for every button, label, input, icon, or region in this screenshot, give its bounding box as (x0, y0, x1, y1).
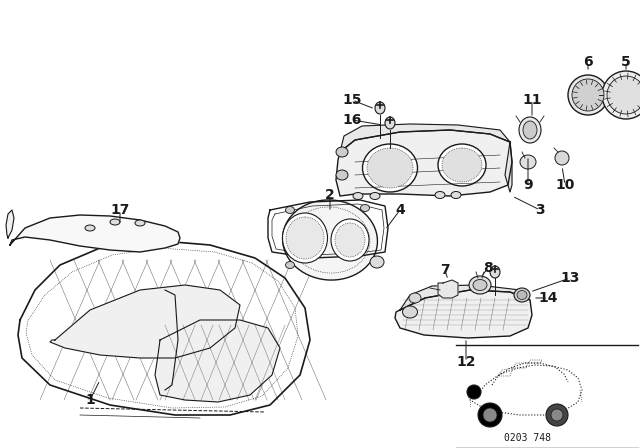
Ellipse shape (514, 288, 530, 302)
Ellipse shape (135, 220, 145, 226)
Polygon shape (18, 240, 310, 415)
Ellipse shape (483, 408, 497, 422)
Ellipse shape (546, 404, 568, 426)
Ellipse shape (335, 223, 365, 257)
Polygon shape (438, 280, 458, 298)
Ellipse shape (435, 191, 445, 198)
Text: 17: 17 (110, 203, 130, 217)
Ellipse shape (451, 191, 461, 198)
Text: 9: 9 (523, 178, 533, 192)
Ellipse shape (523, 121, 537, 139)
Text: 10: 10 (556, 178, 575, 192)
Ellipse shape (285, 207, 294, 214)
Ellipse shape (520, 155, 536, 169)
Ellipse shape (367, 148, 413, 188)
Ellipse shape (336, 147, 348, 157)
Ellipse shape (360, 204, 369, 211)
Polygon shape (155, 320, 280, 402)
Text: 3: 3 (535, 203, 545, 217)
Ellipse shape (607, 76, 640, 114)
Text: 13: 13 (560, 271, 580, 285)
Ellipse shape (282, 213, 328, 263)
Ellipse shape (438, 144, 486, 186)
Ellipse shape (285, 262, 294, 268)
Ellipse shape (385, 117, 395, 129)
Polygon shape (50, 285, 240, 358)
Ellipse shape (602, 71, 640, 119)
Text: 8: 8 (483, 261, 493, 275)
Ellipse shape (286, 217, 324, 259)
Ellipse shape (517, 290, 527, 300)
Polygon shape (400, 285, 530, 310)
Text: 6: 6 (583, 55, 593, 69)
Ellipse shape (353, 193, 363, 199)
Ellipse shape (403, 306, 417, 318)
Text: 16: 16 (342, 113, 362, 127)
Ellipse shape (478, 403, 502, 427)
Ellipse shape (336, 170, 348, 180)
Ellipse shape (409, 293, 421, 303)
Ellipse shape (85, 225, 95, 231)
Polygon shape (505, 142, 512, 192)
Text: 5: 5 (621, 55, 631, 69)
Ellipse shape (110, 219, 120, 225)
Polygon shape (268, 200, 388, 258)
Text: 0203 748: 0203 748 (504, 433, 552, 443)
Text: 2: 2 (325, 188, 335, 202)
Text: 15: 15 (342, 93, 362, 107)
Text: 1: 1 (85, 393, 95, 407)
Ellipse shape (370, 193, 380, 199)
Text: 4: 4 (395, 203, 405, 217)
Text: 14: 14 (538, 291, 557, 305)
Polygon shape (6, 210, 14, 238)
Ellipse shape (370, 256, 384, 268)
Ellipse shape (555, 151, 569, 165)
Ellipse shape (490, 266, 500, 278)
Text: 7: 7 (440, 263, 450, 277)
Ellipse shape (519, 117, 541, 143)
Text: 11: 11 (522, 93, 541, 107)
Ellipse shape (282, 200, 378, 280)
Polygon shape (340, 124, 510, 152)
Polygon shape (10, 215, 180, 252)
Ellipse shape (467, 385, 481, 399)
Ellipse shape (568, 75, 608, 115)
Ellipse shape (362, 144, 417, 192)
Ellipse shape (442, 148, 482, 182)
Ellipse shape (551, 409, 563, 421)
Ellipse shape (469, 276, 491, 294)
Ellipse shape (331, 219, 369, 261)
Ellipse shape (572, 79, 604, 111)
Polygon shape (395, 290, 532, 338)
Ellipse shape (473, 280, 487, 290)
Polygon shape (336, 130, 512, 196)
Text: 12: 12 (456, 355, 476, 369)
Ellipse shape (375, 102, 385, 114)
